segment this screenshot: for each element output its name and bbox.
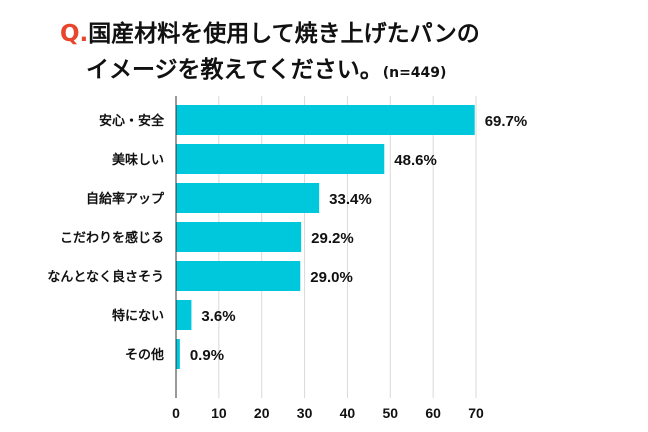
value-label: 48.6% <box>394 152 437 169</box>
x-tick-label: 10 <box>211 405 227 421</box>
bar <box>176 300 192 330</box>
bar <box>176 222 302 252</box>
value-label: 3.6% <box>201 308 235 325</box>
category-label: 安心・安全 <box>99 113 165 129</box>
x-tick-label: 60 <box>425 405 441 421</box>
bar <box>176 339 180 369</box>
x-tick-label: 40 <box>340 405 356 421</box>
chart-title: Q.国産材料を使用して焼き上げたパンの イメージを教えてください。(n=449) <box>60 16 480 91</box>
title-prefix: Q. <box>60 21 89 47</box>
x-tick-label: 50 <box>382 405 398 421</box>
value-label: 29.2% <box>311 230 354 247</box>
bar <box>176 105 475 135</box>
bar <box>176 144 385 174</box>
category-label: なんとなく良さそう <box>47 269 164 285</box>
category-label: 自給率アップ <box>86 191 165 207</box>
category-label: 特にない <box>112 308 164 324</box>
title-line-1: 国産材料を使用して焼き上げたパンの <box>88 21 480 47</box>
value-label: 69.7% <box>485 113 528 130</box>
x-tick-label: 70 <box>468 405 484 421</box>
sample-size: (n=449) <box>382 65 447 81</box>
x-tick-label: 20 <box>254 405 270 421</box>
x-tick-label: 0 <box>172 405 180 421</box>
bar <box>176 261 301 291</box>
x-tick-label: 30 <box>297 405 313 421</box>
title-line-2: イメージを教えてください。 <box>86 57 383 83</box>
value-label: 0.9% <box>190 347 224 364</box>
bar <box>176 183 320 213</box>
category-label: その他 <box>125 347 164 363</box>
value-label: 33.4% <box>329 191 372 208</box>
value-label: 29.0% <box>310 269 353 286</box>
category-label: 美味しい <box>112 152 164 168</box>
category-label: こだわりを感じる <box>60 230 164 246</box>
